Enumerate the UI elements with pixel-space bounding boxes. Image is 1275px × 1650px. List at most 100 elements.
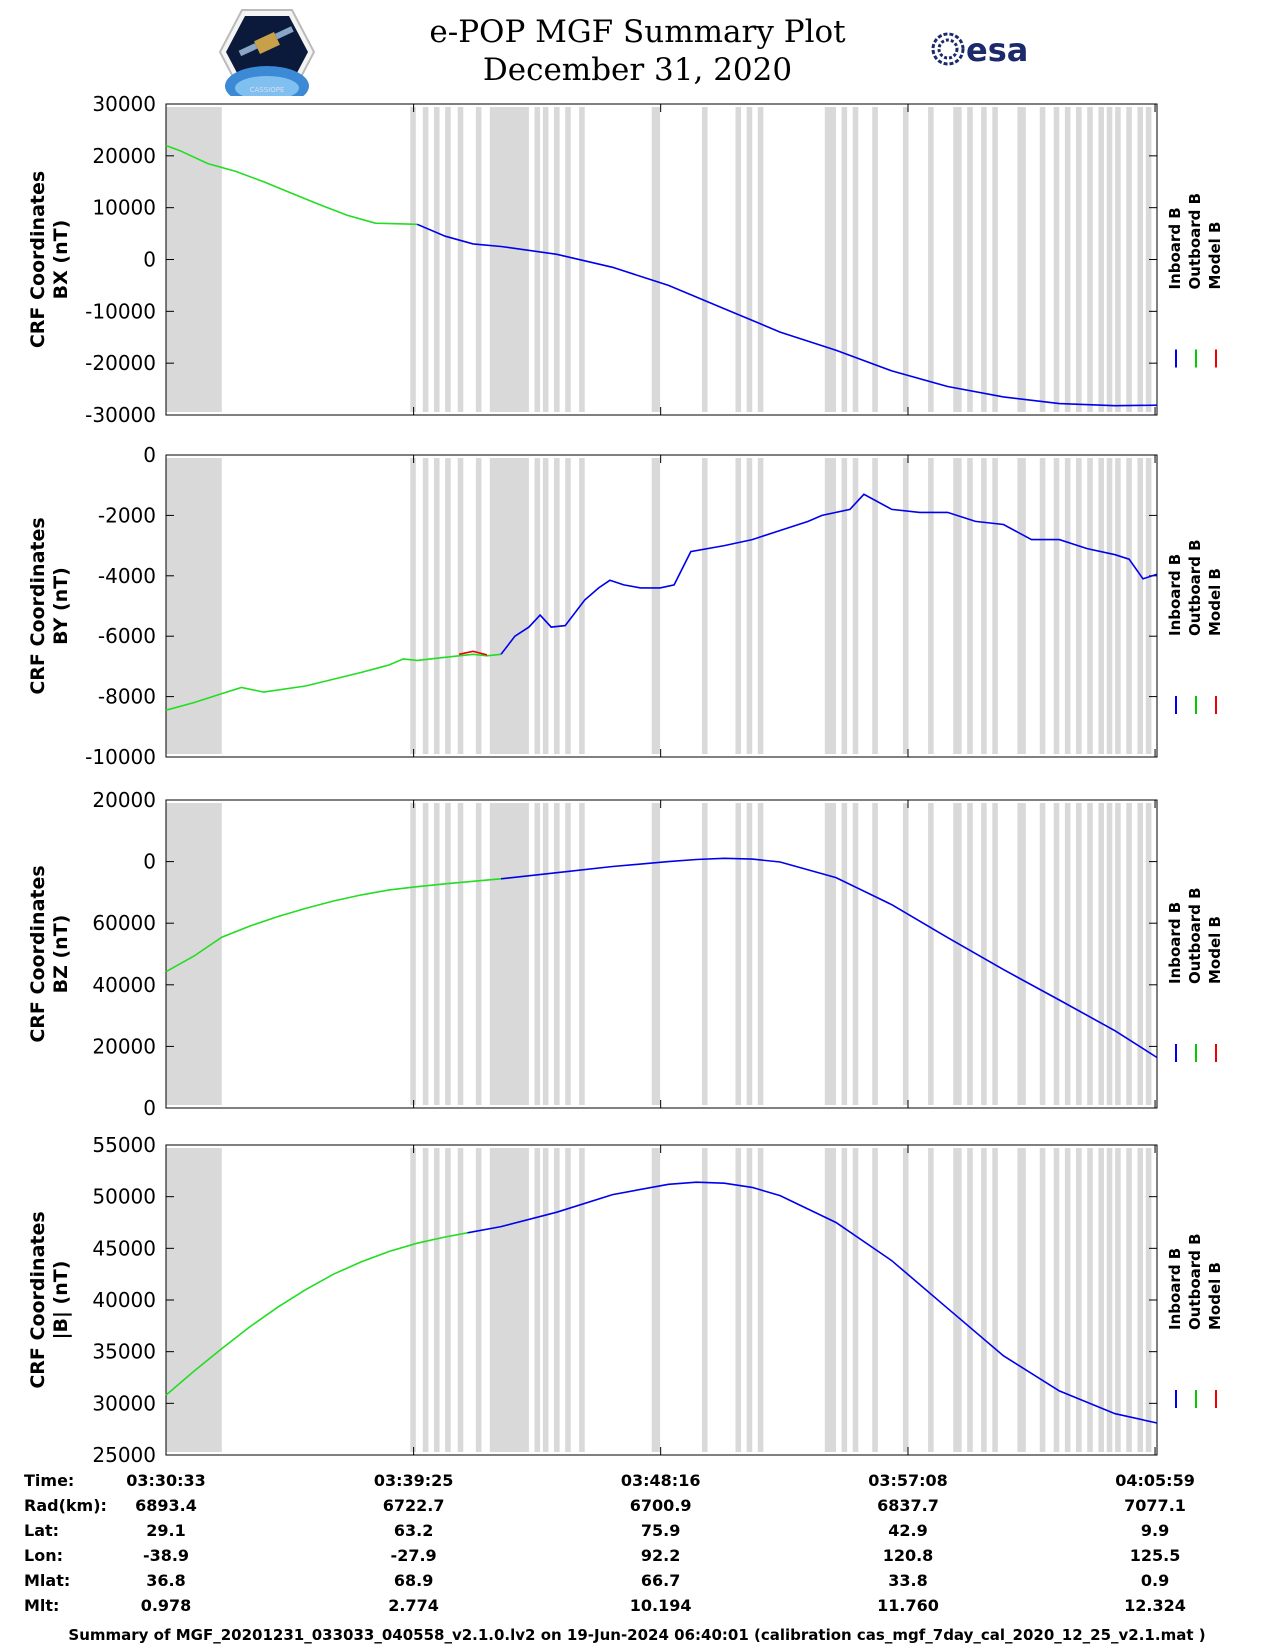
y-tick-label: 25000 [92, 1443, 156, 1467]
y-tick-label: 40000 [92, 1288, 156, 1312]
info-cell: 29.1 [146, 1521, 185, 1540]
y-tick-label: 0 [143, 1096, 156, 1120]
data-gap-band [1017, 107, 1026, 412]
info-cell: 0.9 [1141, 1571, 1169, 1590]
data-gap-band [1126, 1148, 1132, 1452]
info-cell: 75.9 [641, 1521, 680, 1540]
plot-frame [165, 1144, 1158, 1456]
data-gap-band [746, 458, 753, 754]
info-cell: 92.2 [641, 1546, 680, 1565]
y-tick-label: 10000 [92, 196, 156, 220]
info-cell: 125.5 [1130, 1546, 1181, 1565]
info-cell: 33.8 [888, 1571, 927, 1590]
plot-title: e-POP MGF Summary Plot [429, 14, 846, 50]
data-gap-band [852, 107, 859, 412]
data-gap-band [735, 803, 742, 1105]
data-gap-band [445, 458, 451, 754]
data-gap-band [475, 1148, 482, 1452]
data-gap-band [1145, 458, 1152, 754]
data-gap-band [981, 803, 987, 1105]
data-gap-band [757, 458, 764, 754]
data-gap-band [1087, 1148, 1093, 1452]
y-tick-label: 35000 [92, 1340, 156, 1364]
y-axis-label: BZ (nT) [50, 915, 72, 994]
y-tick-label: -10000 [85, 745, 156, 769]
data-gap-band [1076, 107, 1082, 412]
data-gap-band [534, 458, 541, 754]
data-gap-band [981, 107, 987, 412]
data-gap-band [445, 803, 451, 1105]
data-gap-band [1145, 107, 1152, 412]
y-axis-label: BY (nT) [50, 567, 72, 645]
data-gap-band [554, 458, 560, 754]
data-gap-band [1076, 458, 1082, 754]
cassiope-logo: CASSIOPE [218, 8, 316, 106]
info-cell: 04:05:59 [1115, 1471, 1195, 1490]
data-gap-band [1064, 107, 1071, 412]
data-gap-band [967, 107, 973, 412]
data-gap-band [872, 458, 878, 754]
data-gap-band [457, 458, 464, 754]
footer-caption: Summary of MGF_20201231_033033_040558_v2… [68, 1626, 1205, 1644]
data-gap-band [746, 803, 753, 1105]
data-gap-band [565, 107, 571, 412]
data-gap-band [542, 107, 549, 412]
data-gap-band [992, 458, 998, 754]
cassiope-logo-text: CASSIOPE [250, 86, 285, 94]
info-cell: 63.2 [394, 1521, 433, 1540]
data-gap-band [1039, 803, 1046, 1105]
data-gap-band [1106, 1148, 1113, 1452]
data-gap-band [841, 1148, 848, 1452]
info-cell: 2.774 [388, 1596, 439, 1615]
legend-label: Outboard B [1186, 193, 1204, 290]
y-axis-label: CRF Coordinates [27, 865, 49, 1042]
data-gap-band [475, 107, 482, 412]
data-gap-band [735, 1148, 742, 1452]
data-gap-band [489, 1148, 529, 1452]
data-gap-band [1106, 107, 1113, 412]
y-tick-label: -10000 [85, 299, 156, 323]
data-gap-band [928, 803, 934, 1105]
legend-label: Model B [1206, 1262, 1224, 1330]
info-row-label: Time: [24, 1471, 74, 1490]
info-cell: 03:48:16 [621, 1471, 701, 1490]
data-gap-band [981, 458, 987, 754]
data-gap-band [410, 1148, 416, 1452]
info-cell: -27.9 [391, 1546, 437, 1565]
inboard-series-line [500, 493, 1158, 655]
data-gap-band [433, 803, 440, 1105]
data-gap-band [433, 107, 440, 412]
info-cell: 12.324 [1124, 1596, 1186, 1615]
data-gap-band [1098, 1148, 1104, 1452]
y-tick-label: 30000 [92, 1391, 156, 1415]
data-gap-band [579, 458, 585, 754]
data-gap-band [953, 803, 962, 1105]
inboard-series-line [416, 223, 1158, 407]
info-row-label: Lon: [24, 1546, 63, 1565]
data-gap-band [757, 1148, 764, 1452]
legend-label: Model B [1206, 916, 1224, 984]
data-gap-band [166, 1148, 222, 1452]
data-gap-band [928, 107, 934, 412]
plot-frame [165, 799, 1158, 1109]
legend-label: Model B [1206, 568, 1224, 636]
data-gap-band [1115, 458, 1121, 754]
y-axis-label: CRF Coordinates [27, 171, 49, 348]
info-cell: -38.9 [143, 1546, 189, 1565]
data-gap-band [928, 1148, 934, 1452]
data-gap-band [1064, 803, 1071, 1105]
info-cell: 68.9 [394, 1571, 433, 1590]
data-gap-band [1126, 803, 1132, 1105]
y-tick-label: -20000 [85, 351, 156, 375]
data-gap-band [1137, 1148, 1144, 1452]
data-gap-band [953, 458, 962, 754]
data-gap-band [872, 1148, 878, 1452]
data-gap-band [824, 1148, 836, 1452]
info-cell: 0.978 [141, 1596, 192, 1615]
data-gap-band [1017, 1148, 1026, 1452]
y-tick-label: 0 [143, 248, 156, 272]
data-gap-band [422, 1148, 429, 1452]
info-cell: 66.7 [641, 1571, 680, 1590]
data-gap-band [1076, 1148, 1082, 1452]
